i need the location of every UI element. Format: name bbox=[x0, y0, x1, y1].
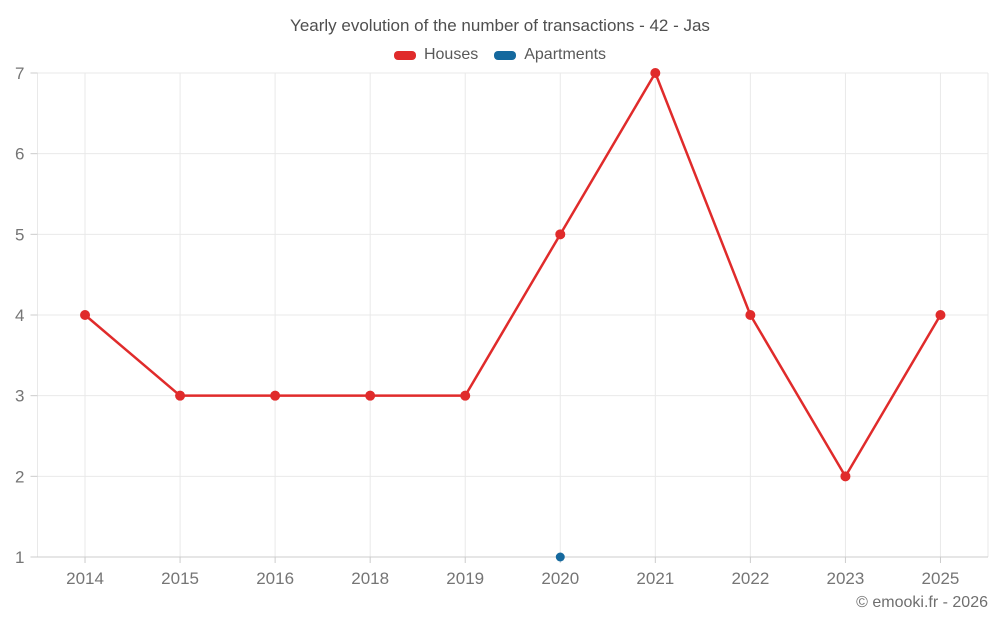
x-axis-label: 2014 bbox=[66, 569, 104, 588]
x-axis-label: 2023 bbox=[827, 569, 865, 588]
data-point-houses-2020[interactable] bbox=[555, 229, 566, 240]
x-axis-label: 2020 bbox=[541, 569, 579, 588]
x-axis-label: 2025 bbox=[922, 569, 960, 588]
x-axis-label: 2019 bbox=[446, 569, 484, 588]
data-point-houses-2016[interactable] bbox=[270, 390, 281, 401]
x-axis-label: 2015 bbox=[161, 569, 199, 588]
copyright-credit: © emooki.fr - 2026 bbox=[856, 594, 988, 611]
y-axis-label: 6 bbox=[15, 145, 24, 164]
y-axis-label: 7 bbox=[15, 64, 24, 83]
data-point-houses-2023[interactable] bbox=[840, 471, 851, 482]
data-point-houses-2015[interactable] bbox=[175, 390, 186, 401]
y-axis-label: 2 bbox=[15, 467, 24, 486]
x-axis-label: 2021 bbox=[636, 569, 674, 588]
x-axis-label: 2018 bbox=[351, 569, 389, 588]
data-point-houses-2025[interactable] bbox=[935, 310, 946, 320]
y-axis-label: 1 bbox=[15, 548, 24, 567]
data-point-houses-2018[interactable] bbox=[365, 390, 376, 401]
data-point-houses-2022[interactable] bbox=[745, 310, 756, 320]
legend-item-houses[interactable]: Houses bbox=[393, 46, 479, 64]
data-point-houses-2014[interactable] bbox=[80, 310, 91, 320]
data-point-apartments-2020[interactable] bbox=[555, 552, 565, 562]
y-axis-label: 4 bbox=[15, 306, 24, 325]
legend-label-houses: Houses bbox=[423, 46, 479, 63]
legend-item-apartments[interactable]: Apartments bbox=[494, 46, 606, 64]
apartments-legend-swatch-icon bbox=[494, 50, 517, 60]
y-axis-label: 3 bbox=[15, 387, 24, 406]
houses-legend-swatch-icon bbox=[393, 50, 416, 60]
legend-label-apartments: Apartments bbox=[524, 46, 607, 63]
y-axis-label: 5 bbox=[15, 225, 24, 244]
series-line-houses bbox=[83, 71, 942, 478]
data-point-houses-2019[interactable] bbox=[460, 390, 471, 401]
chart-title: Yearly evolution of the number of transa… bbox=[290, 16, 710, 35]
x-axis-label: 2022 bbox=[731, 569, 769, 588]
x-axis-label: 2016 bbox=[256, 569, 294, 588]
data-point-houses-2021[interactable] bbox=[650, 68, 661, 78]
legend: Houses Apartments bbox=[0, 46, 1000, 64]
